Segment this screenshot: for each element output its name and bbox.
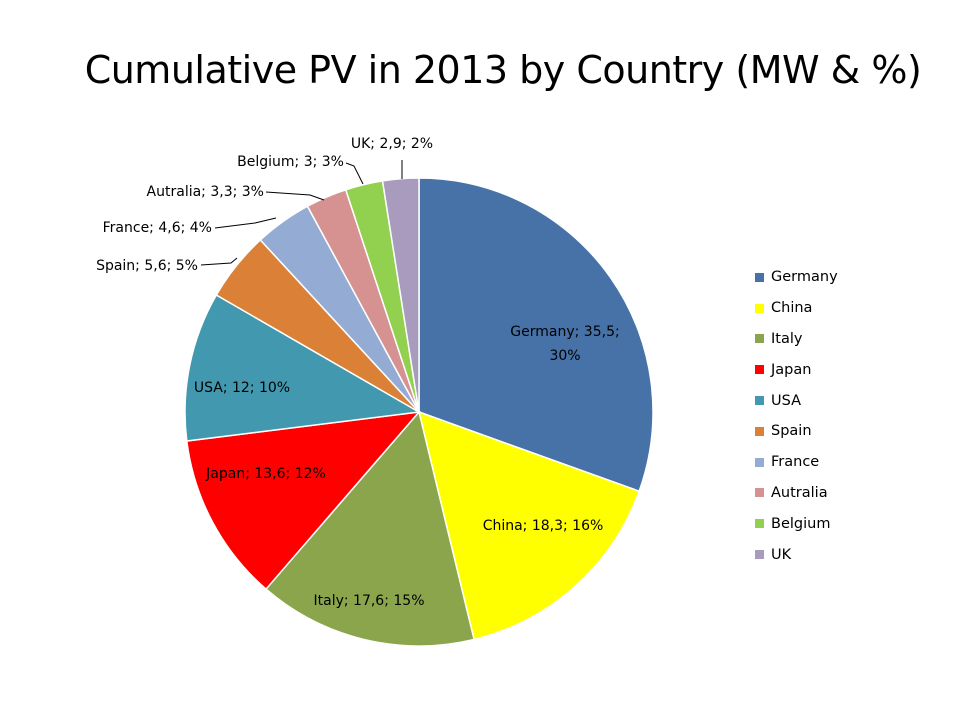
data-label-france: France; 4,6; 4% [103,220,212,236]
legend-item-germany: Germany [755,262,838,293]
legend-item-belgium: Belgium [755,508,838,539]
legend-item-france: France [755,447,838,478]
legend-label: Spain [771,423,812,440]
legend-label: Belgium [771,515,831,532]
legend-swatch [755,396,764,406]
legend-swatch [755,457,764,467]
legend-swatch [755,334,764,344]
chart-title: Cumulative PV in 2013 by Country (MW & %… [84,48,922,92]
legend-swatch [755,550,764,560]
legend-item-usa: USA [755,385,838,416]
legend-label: Italy [771,330,803,347]
legend-item-autralia: Autralia [755,478,838,509]
legend-swatch [755,426,764,436]
legend-item-china: China [755,293,838,324]
data-label-spain: Spain; 5,6; 5% [96,258,198,274]
pie-slice-japan [185,411,421,591]
data-label-usa: USA; 12; 10% [194,380,290,396]
pie-slice-china [417,410,641,641]
pie-slice-italy [264,410,475,647]
legend-label: USA [771,392,802,409]
data-label-germany: Germany; 35,5; 30% [510,324,619,364]
legend-swatch [755,519,764,529]
data-label-japan: Japan; 13,6; 12% [205,466,326,482]
data-label-autralia: Autralia; 3,3; 3% [147,184,264,200]
legend-label: Japan [771,361,812,378]
legend-label: UK [771,546,792,563]
leader-line-belgium [345,162,364,185]
legend-swatch [755,365,764,375]
legend-swatch [755,488,764,498]
data-label-italy: Italy; 17,6; 15% [314,593,425,609]
legend: Germany China Italy Japan USA Spain France Autr… [755,262,838,570]
legend-swatch [755,272,764,282]
legend-item-uk: UK [755,539,838,570]
pie-slice-uk [381,177,420,413]
legend-label: France [771,454,820,471]
legend-label: Germany [771,269,838,286]
leader-line-france [214,217,277,229]
legend-label: China [771,300,813,317]
legend-item-japan: Japan [755,354,838,385]
legend-swatch [755,303,764,313]
data-label-uk: UK; 2,9; 2% [351,136,433,152]
legend-item-italy: Italy [755,324,838,355]
pie-slice-germany [418,177,654,493]
data-label-belgium: Belgium; 3; 3% [237,154,344,170]
pie-slice-usa [184,293,422,442]
data-label-china: China; 18,3; 16% [483,518,604,534]
leader-line-autralia [265,191,325,201]
leader-line-spain [200,257,238,266]
legend-label: Autralia [771,484,828,501]
legend-item-spain: Spain [755,416,838,447]
